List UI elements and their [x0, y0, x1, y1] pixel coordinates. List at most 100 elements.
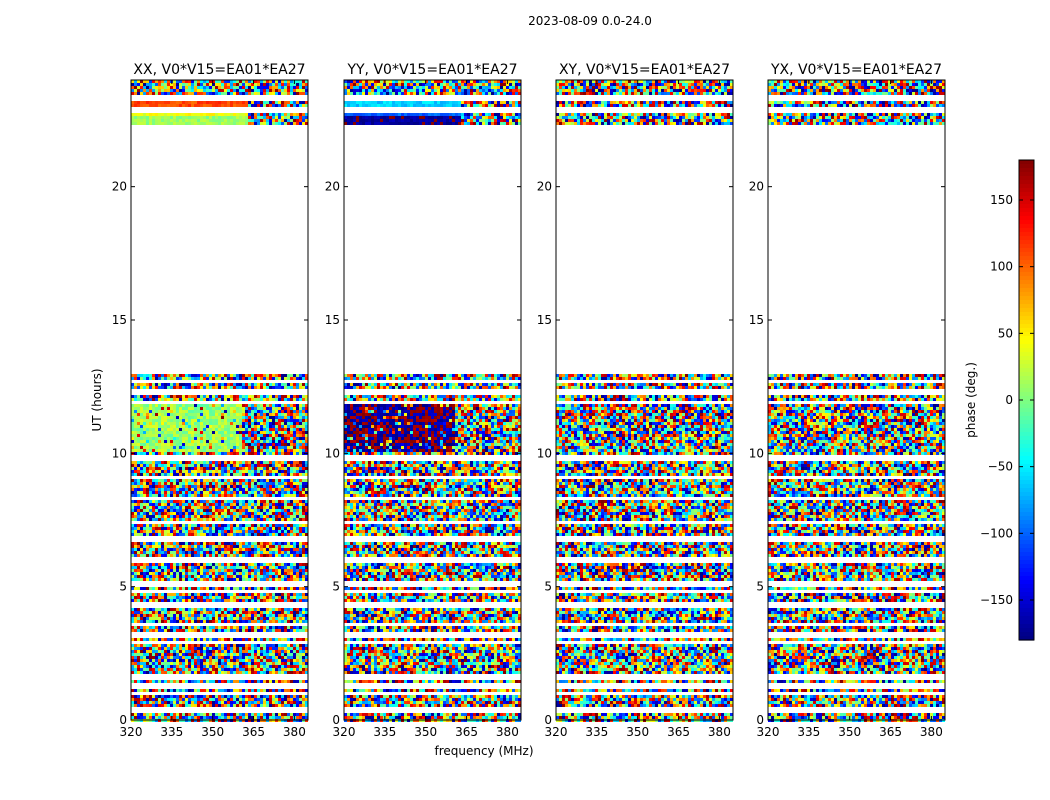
heatmap-cell [281, 593, 284, 596]
heatmap-cell [173, 593, 176, 596]
heatmap-cell [233, 488, 236, 491]
heatmap-cell [158, 479, 161, 482]
heatmap-cell [275, 512, 278, 515]
heatmap-cell [200, 587, 203, 590]
heatmap-cell [281, 608, 284, 611]
heatmap-cell [185, 89, 188, 92]
heatmap-cell [176, 452, 179, 455]
heatmap-cell [209, 410, 212, 413]
heatmap-cell [152, 437, 155, 440]
heatmap-cell [206, 572, 209, 575]
heatmap-cell [131, 614, 134, 617]
heatmap-cell [179, 488, 182, 491]
heatmap-cell [293, 587, 296, 590]
heatmap-cell [287, 494, 290, 497]
heatmap-cell [215, 578, 218, 581]
heatmap-cell [179, 425, 182, 428]
heatmap-cell [161, 431, 164, 434]
heatmap-cell [146, 527, 149, 530]
heatmap-cell [182, 461, 185, 464]
heatmap-cell [194, 503, 197, 506]
heatmap-cell [158, 80, 161, 83]
heatmap-cell [167, 422, 170, 425]
heatmap-cell [134, 638, 137, 641]
heatmap-cell [257, 467, 260, 470]
heatmap-cell [248, 374, 251, 377]
heatmap-cell [158, 542, 161, 545]
heatmap-cell [131, 563, 134, 566]
heatmap-cell [152, 446, 155, 449]
heatmap-cell [158, 419, 161, 422]
heatmap-cell [260, 587, 263, 590]
heatmap-cell [158, 629, 161, 632]
heatmap-cell [266, 86, 269, 89]
heatmap-cell [251, 587, 254, 590]
heatmap-cell [299, 647, 302, 650]
heatmap-cell [215, 404, 218, 407]
heatmap-cell [182, 554, 185, 557]
heatmap-cell [272, 470, 275, 473]
heatmap-cell [197, 575, 200, 578]
heatmap-cell [149, 500, 152, 503]
heatmap-cell [245, 407, 248, 410]
heatmap-cell [137, 491, 140, 494]
heatmap-cell [170, 542, 173, 545]
heatmap-cell [293, 422, 296, 425]
heatmap-cell [242, 506, 245, 509]
heatmap-cell [284, 494, 287, 497]
heatmap-cell [263, 611, 266, 614]
heatmap-cell [203, 614, 206, 617]
heatmap-cell [152, 410, 155, 413]
heatmap-cell [179, 629, 182, 632]
heatmap-cell [206, 491, 209, 494]
heatmap-cell [218, 116, 221, 119]
heatmap-cell [218, 440, 221, 443]
heatmap-cell [263, 608, 266, 611]
heatmap-cell [200, 86, 203, 89]
heatmap-cell [194, 89, 197, 92]
heatmap-cell [188, 563, 191, 566]
heatmap-cell [305, 614, 308, 617]
heatmap-cell [263, 491, 266, 494]
heatmap-cell [269, 374, 272, 377]
heatmap-cell [152, 473, 155, 476]
heatmap-cell [209, 527, 212, 530]
heatmap-cell [152, 653, 155, 656]
heatmap-cell [176, 437, 179, 440]
heatmap-cell [182, 617, 185, 620]
heatmap-cell [233, 530, 236, 533]
heatmap-cell [287, 614, 290, 617]
heatmap-cell [242, 647, 245, 650]
heatmap-cell [191, 410, 194, 413]
heatmap-cell [173, 122, 176, 125]
heatmap-cell [176, 122, 179, 125]
heatmap-cell [236, 449, 239, 452]
heatmap-cell [299, 440, 302, 443]
heatmap-cell [284, 524, 287, 527]
heatmap-cell [269, 491, 272, 494]
heatmap-cell [284, 410, 287, 413]
heatmap-cell [191, 395, 194, 398]
heatmap-cell [242, 86, 245, 89]
heatmap-cell [134, 113, 137, 116]
heatmap-cell [260, 116, 263, 119]
heatmap-cell [278, 410, 281, 413]
heatmap-cell [158, 608, 161, 611]
heatmap-cell [275, 596, 278, 599]
heatmap-cell [290, 419, 293, 422]
heatmap-cell [290, 431, 293, 434]
heatmap-cell [131, 467, 134, 470]
heatmap-cell [290, 425, 293, 428]
heatmap-cell [227, 542, 230, 545]
heatmap-cell [137, 434, 140, 437]
heatmap-cell [182, 593, 185, 596]
heatmap-cell [173, 470, 176, 473]
heatmap-cell [185, 620, 188, 623]
heatmap-cell [236, 644, 239, 647]
heatmap-cell [152, 443, 155, 446]
heatmap-cell [143, 596, 146, 599]
heatmap-cell [284, 479, 287, 482]
heatmap-cell [305, 611, 308, 614]
heatmap-cell [188, 500, 191, 503]
heatmap-cell [140, 503, 143, 506]
